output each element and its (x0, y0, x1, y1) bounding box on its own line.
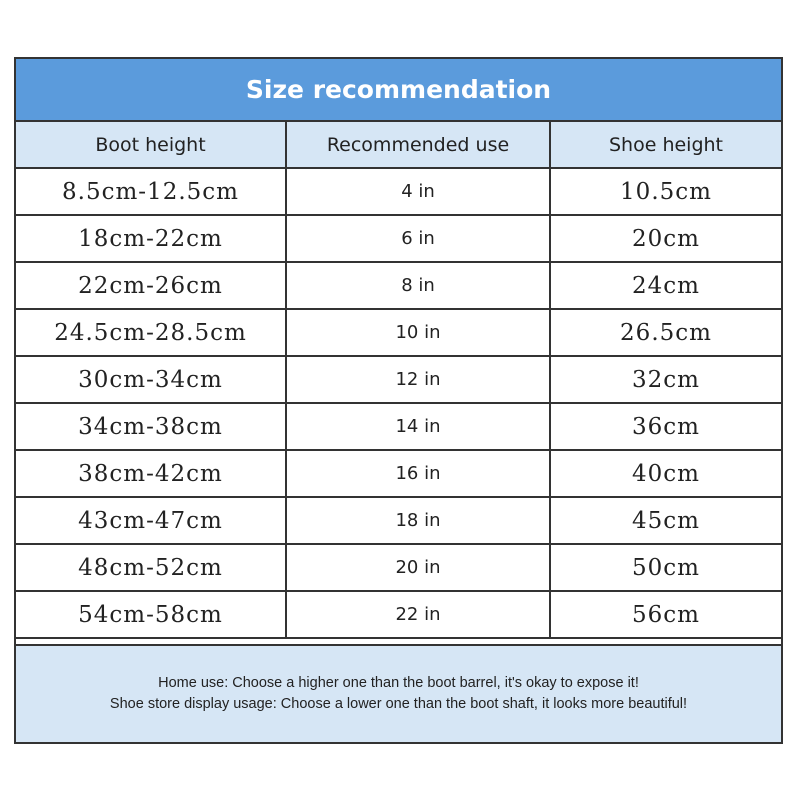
table-row: 34cm-38cm 14 in 36cm (16, 402, 781, 451)
shoe-height-cell: 24cm (549, 261, 781, 310)
boot-height-cell: 38cm-42cm (16, 449, 287, 498)
shoe-height-cell: 50cm (549, 543, 781, 592)
recommended-use-cell: 8 in (285, 261, 551, 310)
header-recommended-use: Recommended use (285, 122, 551, 169)
recommended-use-cell: 14 in (285, 402, 551, 451)
shoe-height-cell: 40cm (549, 449, 781, 498)
table-row: 24.5cm-28.5cm 10 in 26.5cm (16, 308, 781, 357)
size-table: Boot height Recommended use Shoe height … (16, 122, 781, 639)
recommended-use-cell: 20 in (285, 543, 551, 592)
boot-height-cell: 48cm-52cm (16, 543, 287, 592)
recommended-use-cell: 4 in (285, 167, 551, 216)
boot-height-cell: 8.5cm-12.5cm (16, 167, 287, 216)
shoe-height-cell: 36cm (549, 402, 781, 451)
table-header-row: Boot height Recommended use Shoe height (16, 122, 781, 169)
header-shoe-height: Shoe height (549, 122, 781, 169)
recommended-use-cell: 18 in (285, 496, 551, 545)
shoe-height-cell: 26.5cm (549, 308, 781, 357)
store-display-note: Shoe store display usage: Choose a lower… (109, 696, 688, 712)
shoe-height-cell: 32cm (549, 355, 781, 404)
size-chart: Size recommendation Boot height Recommen… (14, 57, 783, 744)
shoe-height-cell: 20cm (549, 214, 781, 263)
recommended-use-cell: 16 in (285, 449, 551, 498)
shoe-height-cell: 45cm (549, 496, 781, 545)
recommended-use-cell: 10 in (285, 308, 551, 357)
boot-height-cell: 34cm-38cm (16, 402, 287, 451)
boot-height-cell: 43cm-47cm (16, 496, 287, 545)
home-use-note: Home use: Choose a higher one than the b… (158, 675, 639, 691)
table-row: 48cm-52cm 20 in 50cm (16, 543, 781, 592)
table-row: 54cm-58cm 22 in 56cm (16, 590, 781, 639)
table-row: 38cm-42cm 16 in 40cm (16, 449, 781, 498)
shoe-height-cell: 56cm (549, 590, 781, 639)
recommended-use-cell: 6 in (285, 214, 551, 263)
boot-height-cell: 22cm-26cm (16, 261, 287, 310)
chart-title: Size recommendation (16, 59, 781, 122)
table-row: 8.5cm-12.5cm 4 in 10.5cm (16, 167, 781, 216)
boot-height-cell: 30cm-34cm (16, 355, 287, 404)
header-boot-height: Boot height (16, 122, 287, 169)
recommended-use-cell: 12 in (285, 355, 551, 404)
boot-height-cell: 54cm-58cm (16, 590, 287, 639)
recommended-use-cell: 22 in (285, 590, 551, 639)
table-row: 43cm-47cm 18 in 45cm (16, 496, 781, 545)
table-row: 30cm-34cm 12 in 32cm (16, 355, 781, 404)
shoe-height-cell: 10.5cm (549, 167, 781, 216)
boot-height-cell: 18cm-22cm (16, 214, 287, 263)
table-row: 22cm-26cm 8 in 24cm (16, 261, 781, 310)
table-row: 18cm-22cm 6 in 20cm (16, 214, 781, 263)
boot-height-cell: 24.5cm-28.5cm (16, 308, 287, 357)
usage-notes: Home use: Choose a higher one than the b… (16, 644, 781, 742)
